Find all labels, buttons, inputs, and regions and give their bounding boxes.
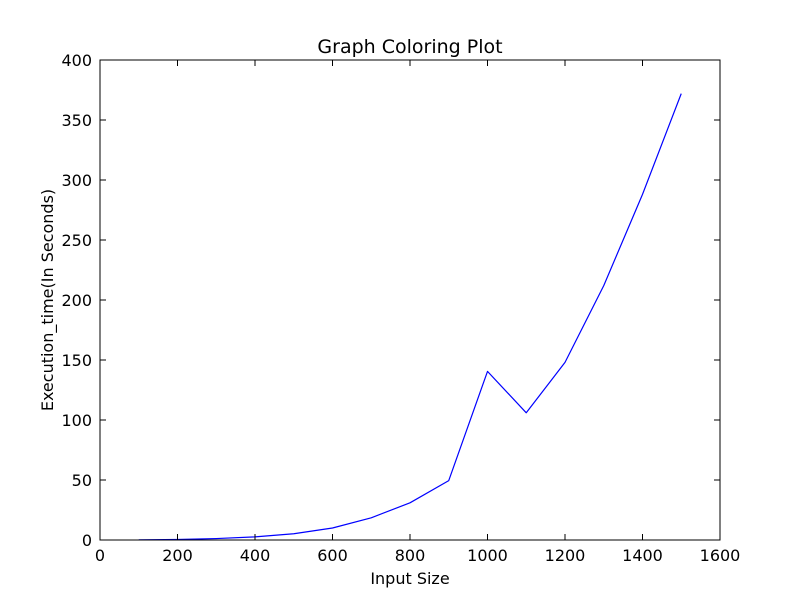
y-axis-title: Execution_time(In Seconds) bbox=[38, 189, 58, 411]
y-tick-label: 200 bbox=[61, 291, 92, 310]
chart-title: Graph Coloring Plot bbox=[317, 36, 502, 58]
y-tick-label: 400 bbox=[61, 51, 92, 70]
ticks-layer: 0 200 400 600 800 1000 1200 1400 1600 0 50 100 150 20… bbox=[61, 51, 740, 565]
x-axis-title: Input Size bbox=[370, 569, 449, 588]
x-tick-label: 1400 bbox=[622, 546, 663, 565]
x-tick-label: 200 bbox=[162, 546, 193, 565]
y-tick-label: 350 bbox=[61, 111, 92, 130]
x-tick-label: 1200 bbox=[545, 546, 586, 565]
x-tick-label: 400 bbox=[240, 546, 271, 565]
x-tick-label: 600 bbox=[317, 546, 348, 565]
y-tick-label: 150 bbox=[61, 351, 92, 370]
x-tick-label: 1600 bbox=[700, 546, 741, 565]
series-layer bbox=[138, 93, 682, 541]
x-tick-label: 1000 bbox=[467, 546, 508, 565]
plot-frame bbox=[99, 59, 721, 541]
x-tick-label: 0 bbox=[95, 546, 105, 565]
series-line bbox=[138, 93, 682, 541]
y-tick-label: 100 bbox=[61, 411, 92, 430]
y-tick-label: 50 bbox=[72, 471, 92, 490]
y-tick-label: 250 bbox=[61, 231, 92, 250]
x-tick-label: 800 bbox=[395, 546, 426, 565]
y-tick-label: 300 bbox=[61, 171, 92, 190]
y-tick-label: 0 bbox=[82, 531, 92, 550]
